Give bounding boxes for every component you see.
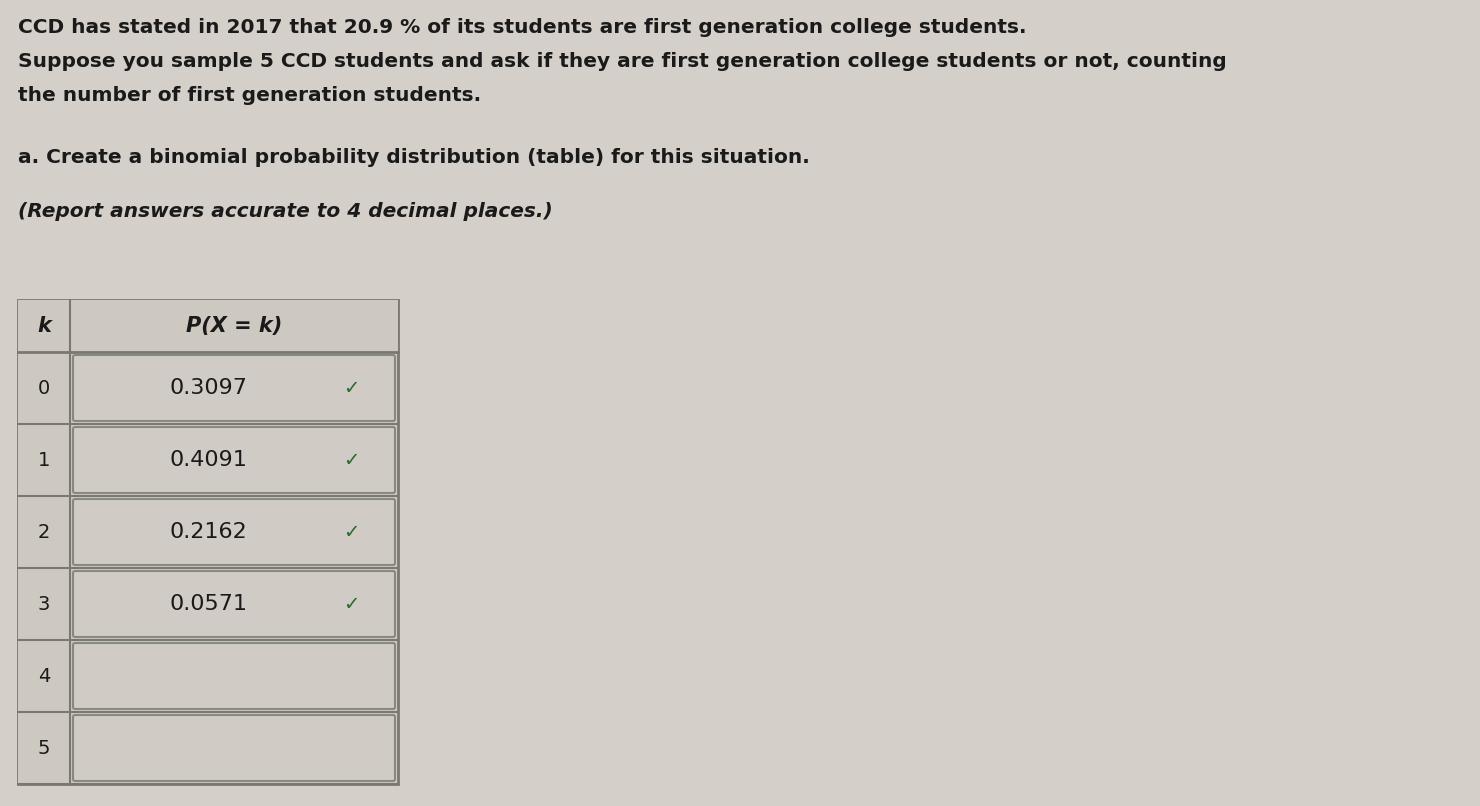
Text: 0: 0 xyxy=(38,379,50,397)
Text: ✓: ✓ xyxy=(343,595,360,613)
Text: 0.3097: 0.3097 xyxy=(170,378,247,398)
Text: ✓: ✓ xyxy=(343,522,360,542)
Text: 2: 2 xyxy=(38,522,50,542)
Text: ✓: ✓ xyxy=(343,451,360,470)
Bar xyxy=(18,300,398,352)
Bar xyxy=(18,352,70,424)
Bar xyxy=(18,300,398,784)
Text: 0.4091: 0.4091 xyxy=(170,450,247,470)
Text: ✓: ✓ xyxy=(343,379,360,397)
FancyBboxPatch shape xyxy=(73,571,395,637)
Text: 0.0571: 0.0571 xyxy=(170,594,247,614)
FancyBboxPatch shape xyxy=(73,499,395,565)
Bar xyxy=(18,712,70,784)
Bar xyxy=(18,640,70,712)
FancyBboxPatch shape xyxy=(73,715,395,781)
Text: k: k xyxy=(37,316,50,336)
FancyBboxPatch shape xyxy=(73,427,395,493)
Bar xyxy=(18,568,70,640)
FancyBboxPatch shape xyxy=(73,355,395,421)
Text: 5: 5 xyxy=(38,738,50,758)
Text: Suppose you sample 5 CCD students and ask if they are first generation college s: Suppose you sample 5 CCD students and as… xyxy=(18,52,1227,71)
Text: 3: 3 xyxy=(38,595,50,613)
Text: the number of first generation students.: the number of first generation students. xyxy=(18,86,481,105)
Text: 4: 4 xyxy=(38,667,50,685)
Text: a. Create a binomial probability distribution (table) for this situation.: a. Create a binomial probability distrib… xyxy=(18,148,810,167)
FancyBboxPatch shape xyxy=(73,643,395,709)
Text: (Report answers accurate to 4 decimal places.): (Report answers accurate to 4 decimal pl… xyxy=(18,202,552,221)
Bar xyxy=(18,496,70,568)
Text: P(X = k): P(X = k) xyxy=(186,316,283,336)
Text: CCD has stated in 2017 that 20.9 % of its students are first generation college : CCD has stated in 2017 that 20.9 % of it… xyxy=(18,18,1027,37)
Text: 0.2162: 0.2162 xyxy=(170,522,247,542)
Text: 1: 1 xyxy=(38,451,50,470)
Bar xyxy=(18,424,70,496)
